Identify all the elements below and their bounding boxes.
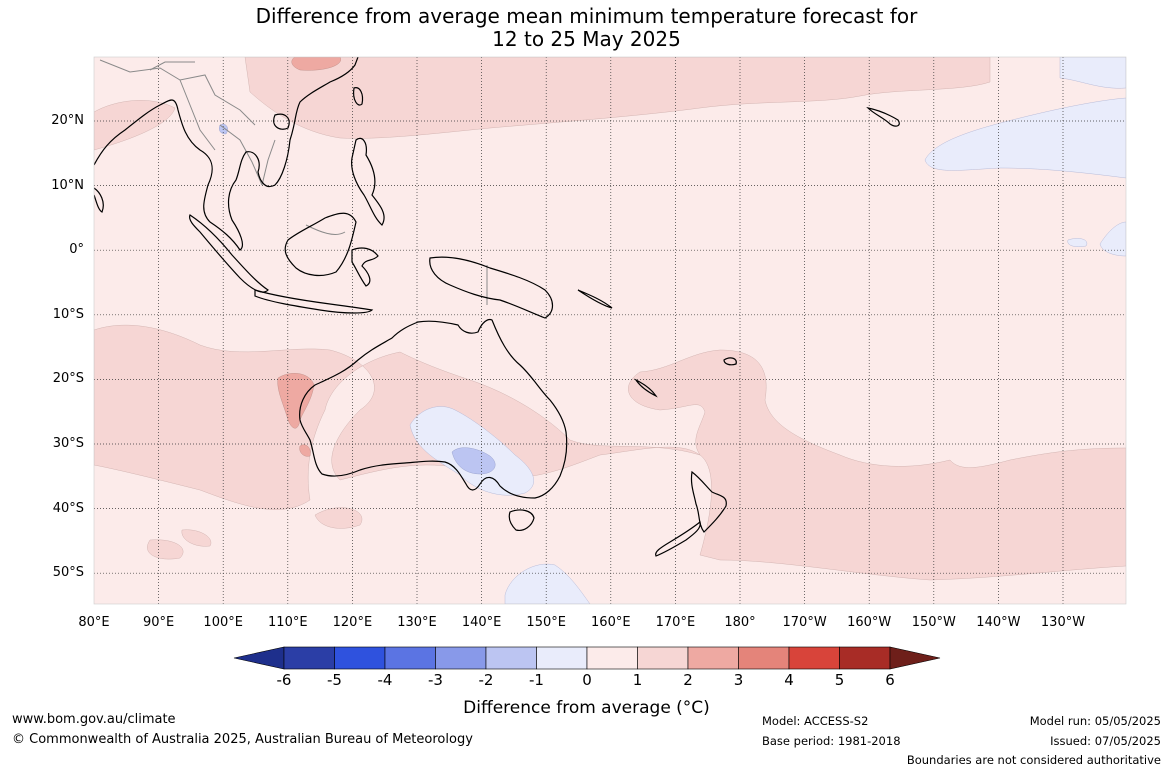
- copyright-notice: © Commonwealth of Australia 2025, Austra…: [12, 732, 473, 747]
- longitude-label: 80°E: [78, 615, 110, 630]
- longitude-label: 140°E: [461, 615, 502, 630]
- colorbar-tick-label: -4: [377, 671, 393, 689]
- new-guinea-coast: [429, 256, 554, 319]
- longitude-label: 160°E: [591, 615, 631, 630]
- website-link[interactable]: www.bom.gov.au/climate: [12, 712, 176, 727]
- latitude-label: 20°N: [51, 113, 84, 128]
- longitude-label: 170°E: [655, 615, 696, 630]
- colorbar-segment: [839, 646, 891, 670]
- longitude-label: 160°W: [847, 615, 892, 630]
- india-coast: [94, 187, 104, 213]
- colorbar-tick-label: 3: [733, 671, 744, 689]
- borneo-coast: [284, 212, 357, 277]
- colorbar-segment: [637, 646, 689, 670]
- colorbar-segment: [334, 646, 386, 670]
- colorbar-caption: Difference from average (°C): [463, 698, 710, 718]
- issued-date: Issued: 07/05/2025: [1050, 734, 1161, 748]
- latitude-label: 50°S: [52, 565, 84, 581]
- boundaries-disclaimer: Boundaries are not considered authoritat…: [906, 753, 1161, 767]
- longitude-label: 120°E: [332, 615, 373, 630]
- latitude-label: 0°: [69, 242, 84, 258]
- fiji-coast: [723, 357, 737, 366]
- longitude-label: 100°E: [203, 615, 243, 630]
- latitude-label: 10°S: [52, 306, 84, 322]
- colorbar-tick-label: -1: [529, 671, 544, 689]
- java-coast: [254, 289, 374, 314]
- longitude-label: 110°E: [268, 615, 308, 630]
- model-run-date: Model run: 05/05/2025: [1029, 714, 1161, 728]
- colorbar-segment: [384, 646, 436, 670]
- australia-coast: [299, 318, 568, 499]
- latitude-label: 10°N: [51, 177, 84, 193]
- longitude-label: 90°E: [142, 615, 175, 630]
- colorbar-tick-label: 1: [632, 671, 643, 689]
- latitude-label: 30°S: [52, 436, 84, 451]
- colorbar-tick-label: -6: [276, 671, 292, 689]
- colorbar-segment: [788, 646, 840, 670]
- latitude-label: 40°S: [52, 500, 84, 516]
- longitude-label: 130°W: [1040, 615, 1086, 630]
- longitude-label: 170°W: [782, 615, 827, 630]
- colorbar-segment: [485, 646, 537, 670]
- map-panel: [94, 57, 1126, 604]
- new-caledonia-coast: [634, 378, 658, 398]
- colorbar-tick-label: 2: [683, 671, 693, 689]
- longitude-label: 150°W: [911, 615, 956, 630]
- taiwan-coast: [353, 87, 364, 106]
- longitude-label: 140°W: [976, 615, 1021, 630]
- colorbar-segment: [536, 646, 588, 670]
- base-period: Base period: 1981-2018: [762, 734, 901, 748]
- map-title-period: 12 to 25 May 2025: [492, 27, 681, 51]
- colorbar-segment: [687, 646, 739, 670]
- colorbar-tick-label: 5: [834, 671, 845, 689]
- longitude-label: 130°E: [397, 615, 437, 630]
- solomon-islands-coast: [577, 289, 613, 309]
- map-frame: [93, 56, 1127, 605]
- colorbar-segment: [283, 646, 335, 670]
- colorbar-segment: [586, 646, 638, 670]
- map-title: Difference from average mean minimum tem…: [255, 4, 918, 28]
- colorbar-tick-label: 4: [784, 671, 794, 689]
- tasmania-coast: [508, 509, 535, 531]
- coastlines: [94, 57, 900, 557]
- hawaii-coast: [866, 107, 900, 127]
- asia-mainland-coast: [94, 57, 359, 251]
- colorbar-tick-label: 0: [582, 671, 592, 689]
- colorbar: [233, 646, 941, 670]
- sulawesi-coast: [351, 247, 379, 287]
- new-zealand-north-coast: [690, 470, 727, 533]
- colorbar-tick-label: -2: [478, 671, 494, 689]
- new-zealand-south-coast: [655, 520, 701, 557]
- colorbar-tick-label: -5: [327, 671, 342, 689]
- colorbar-extend-high: [889, 646, 941, 670]
- colorbar-tick-label: 6: [885, 671, 895, 689]
- graticule: [94, 57, 1126, 604]
- colorbar-segment: [738, 646, 790, 670]
- colorbar-segment: [435, 646, 487, 670]
- hainan-coast: [273, 113, 290, 130]
- philippines-coast: [351, 137, 385, 226]
- colorbar-tick-label: -3: [428, 671, 443, 689]
- colorbar-extend-low: [233, 646, 285, 670]
- longitude-label: 150°E: [526, 615, 566, 630]
- anomaly-2-to-3-regions: [277, 57, 341, 457]
- model-name: Model: ACCESS-S2: [762, 714, 869, 728]
- latitude-label: 20°S: [52, 371, 84, 387]
- longitude-label: 180°: [724, 615, 756, 630]
